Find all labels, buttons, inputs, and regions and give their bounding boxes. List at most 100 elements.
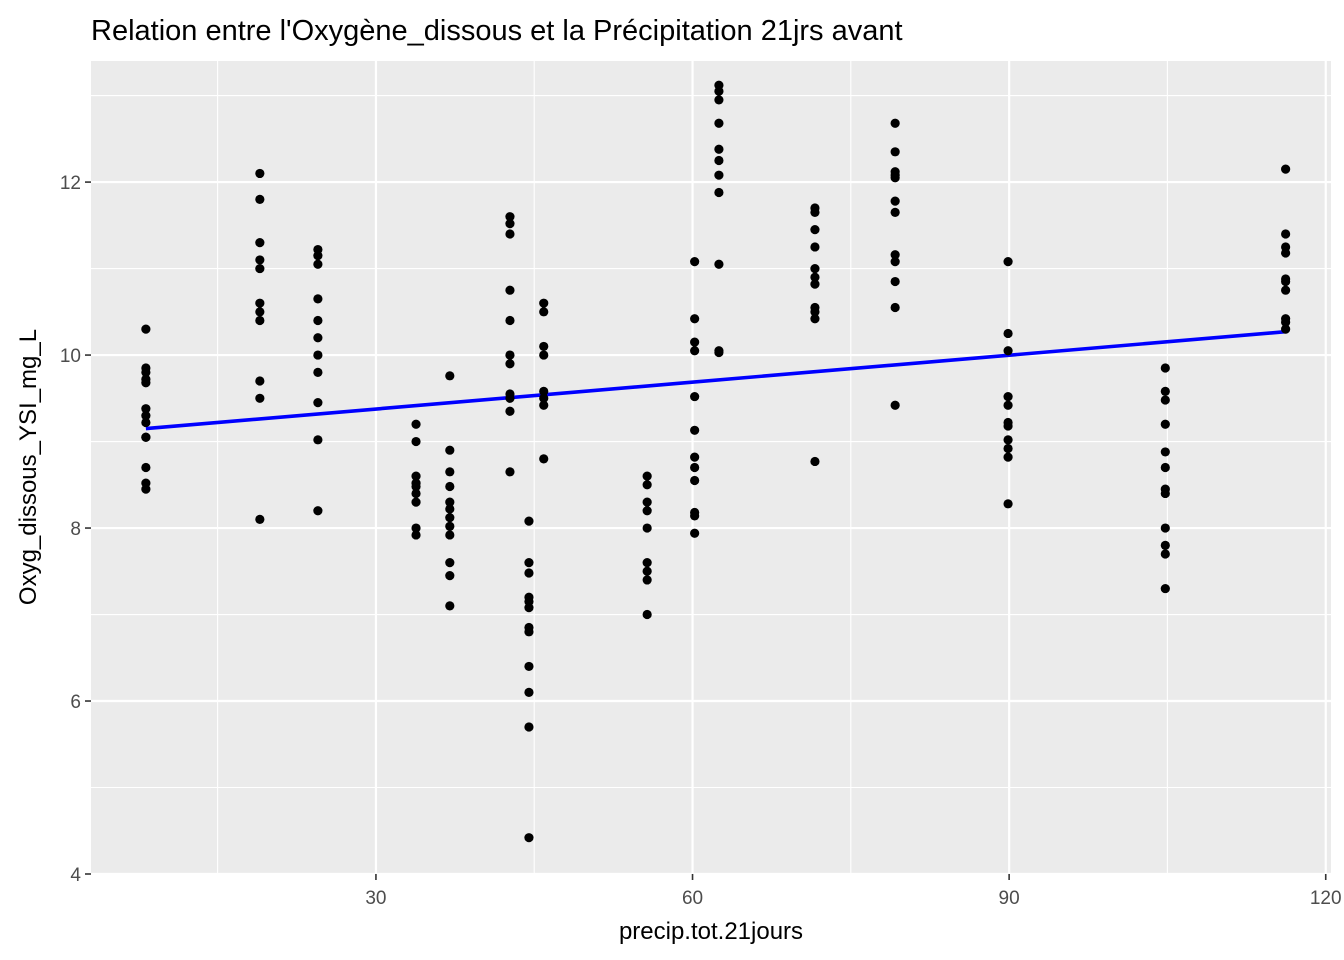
- data-point: [411, 436, 421, 447]
- data-point: [411, 497, 421, 507]
- data-point: [1281, 229, 1291, 239]
- data-point: [1003, 499, 1013, 509]
- data-point: [445, 521, 455, 531]
- data-point: [445, 530, 455, 540]
- data-point: [141, 462, 151, 473]
- data-point: [1160, 363, 1170, 373]
- data-point: [810, 272, 820, 282]
- trend-line: [145, 329, 1286, 431]
- data-point: [714, 86, 724, 96]
- data-point: [1160, 419, 1170, 429]
- data-point: [411, 523, 421, 533]
- y-tick-label: 10: [60, 346, 81, 367]
- data-point: [313, 251, 323, 261]
- data-point: [141, 411, 151, 421]
- data-point: [505, 229, 515, 239]
- data-point: [505, 467, 515, 477]
- data-point: [690, 528, 700, 538]
- data-point: [445, 601, 455, 611]
- data-point: [690, 391, 700, 402]
- data-point: [642, 480, 652, 490]
- data-point: [313, 506, 323, 516]
- data-point: [445, 445, 455, 455]
- data-point: [313, 398, 323, 408]
- data-point: [642, 566, 652, 576]
- data-point: [524, 516, 534, 526]
- data-point: [642, 523, 652, 533]
- data-point: [313, 259, 323, 269]
- data-point: [411, 419, 421, 429]
- data-point: [255, 194, 265, 204]
- data-point: [714, 170, 724, 180]
- data-point: [411, 488, 421, 499]
- x-axis-title: precip.tot.21jours: [619, 918, 803, 945]
- data-point: [539, 298, 549, 308]
- data-point: [714, 144, 724, 154]
- data-point: [445, 504, 455, 514]
- data-point: [890, 207, 900, 217]
- data-point: [505, 285, 515, 295]
- data-point: [505, 219, 515, 229]
- data-point: [445, 371, 455, 381]
- data-point: [1281, 324, 1291, 334]
- data-point: [313, 435, 323, 445]
- data-point: [1003, 452, 1013, 462]
- data-point: [539, 400, 549, 410]
- data-point: [1160, 386, 1170, 396]
- data-point: [714, 347, 724, 358]
- y-tick-label: 8: [70, 519, 81, 540]
- data-point: [445, 467, 455, 477]
- data-point: [313, 333, 323, 343]
- data-point: [255, 238, 265, 248]
- data-point: [505, 359, 515, 369]
- y-axis-title: Oxyg_dissous_YSI_mg_L: [15, 329, 42, 605]
- trend-line-group: [145, 329, 1286, 431]
- data-point: [539, 454, 549, 464]
- x-tick-label: 30: [365, 888, 386, 909]
- data-point: [255, 307, 265, 317]
- data-point: [690, 314, 700, 324]
- data-point: [255, 514, 265, 524]
- data-point: [141, 367, 151, 377]
- data-point: [539, 307, 549, 317]
- data-point: [524, 833, 534, 843]
- data-point: [1160, 583, 1170, 594]
- data-point: [890, 302, 900, 313]
- data-point: [313, 294, 323, 304]
- data-point: [1160, 488, 1170, 499]
- data-point: [1281, 248, 1291, 258]
- data-point: [539, 386, 549, 396]
- data-point: [642, 497, 652, 507]
- data-point: [1281, 317, 1291, 327]
- data-point: [141, 432, 151, 442]
- data-point: [141, 378, 151, 388]
- data-point: [890, 118, 900, 128]
- data-point: [690, 511, 700, 521]
- data-point: [714, 95, 724, 105]
- data-point: [890, 257, 900, 267]
- data-point: [505, 393, 515, 403]
- data-point: [255, 263, 265, 274]
- data-point: [539, 393, 549, 403]
- data-point: [1160, 462, 1170, 473]
- data-point: [1003, 400, 1013, 410]
- data-point: [1003, 391, 1013, 402]
- data-point: [505, 212, 515, 222]
- data-point: [1003, 421, 1013, 431]
- data-point: [313, 367, 323, 377]
- data-point: [141, 324, 151, 334]
- data-point: [255, 255, 265, 265]
- data-point: [255, 298, 265, 308]
- data-point: [411, 481, 421, 492]
- data-point: [714, 118, 724, 128]
- x-tick-label: 90: [999, 888, 1020, 909]
- chart-title: Relation entre l'Oxygène_dissous et la P…: [91, 15, 903, 47]
- data-point: [1160, 447, 1170, 457]
- data-point: [1160, 540, 1170, 550]
- data-point: [445, 513, 455, 523]
- data-point: [810, 207, 820, 217]
- data-point: [505, 315, 515, 326]
- x-tick-label: 120: [1310, 888, 1342, 909]
- data-point: [690, 475, 700, 486]
